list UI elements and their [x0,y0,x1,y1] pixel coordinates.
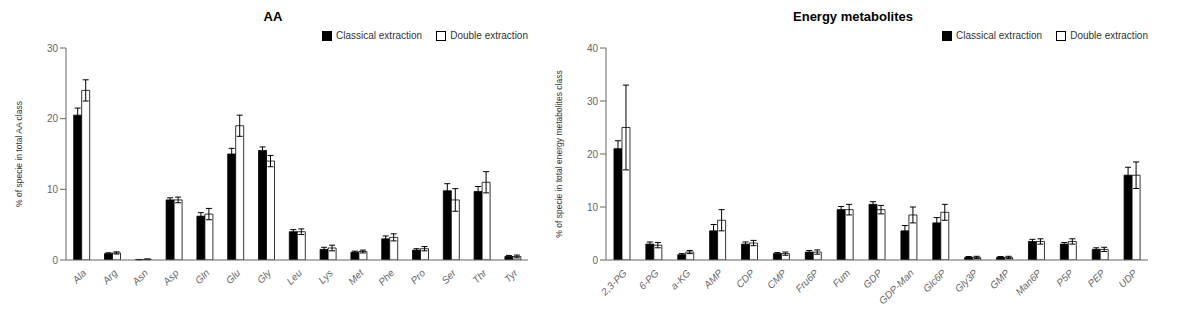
svg-text:% of specie in total AA class: % of specie in total AA class [14,101,24,207]
svg-text:6-PG: 6-PG [637,267,661,291]
svg-text:AMP: AMP [701,267,725,291]
svg-text:Asn: Asn [129,267,150,288]
svg-text:Asp: Asp [160,267,181,288]
svg-text:20: 20 [47,113,59,124]
svg-text:GMP: GMP [988,267,1012,291]
html-text:Classical extraction: Classical extraction [336,30,423,41]
svg-text:2,3-PG: 2,3-PG [598,267,629,298]
svg-text:% of specie in total energy me: % of specie in total energy metabolites … [554,70,564,237]
html-text:Classical extraction: Classical extraction [956,30,1043,41]
svg-text:Met: Met [346,266,366,286]
svg-text:10: 10 [47,184,59,195]
svg-text:40: 40 [587,43,599,54]
svg-text:0: 0 [52,255,58,266]
svg-text:Man6P: Man6P [1013,267,1043,297]
svg-text:30: 30 [587,96,599,107]
svg-text:10: 10 [587,202,599,213]
svg-text:Gln: Gln [193,267,212,286]
svg-text:Phe: Phe [376,267,397,288]
svg-text:Tyr: Tyr [502,267,520,285]
svg-text:0: 0 [592,255,598,266]
html-text:AA: AA [263,9,283,24]
html-text:Double extraction: Double extraction [1070,30,1148,41]
svg-text:Fum: Fum [830,267,852,289]
svg-text:CMP: CMP [765,267,789,291]
html-text:Double extraction: Double extraction [450,30,528,41]
svg-text:a-KG: a-KG [668,267,692,291]
svg-text:Fru6P: Fru6P [793,267,820,294]
svg-text:Leu: Leu [284,267,304,287]
svg-text:GDP: GDP [861,267,884,290]
svg-text:Arg: Arg [100,267,120,287]
svg-text:20: 20 [587,149,599,160]
svg-text:P5P: P5P [1054,267,1075,288]
svg-text:PEP: PEP [1085,267,1107,289]
svg-text:CDP: CDP [734,267,757,290]
svg-text:Glc6P: Glc6P [921,267,948,294]
svg-text:Thr: Thr [470,267,489,286]
svg-text:Gly: Gly [255,267,274,286]
svg-text:Glu: Glu [224,267,243,286]
svg-text:Lys: Lys [316,267,335,286]
svg-text:Pro: Pro [408,267,427,286]
svg-text:Gly3P: Gly3P [953,267,980,294]
html-text:Energy metabolites: Energy metabolites [793,9,913,24]
svg-text:Ala: Ala [70,267,89,286]
svg-text:GDP-Man: GDP-Man [877,267,917,307]
svg-text:30: 30 [47,43,59,54]
svg-text:Ser: Ser [439,267,458,286]
svg-text:UDP: UDP [1116,267,1139,290]
